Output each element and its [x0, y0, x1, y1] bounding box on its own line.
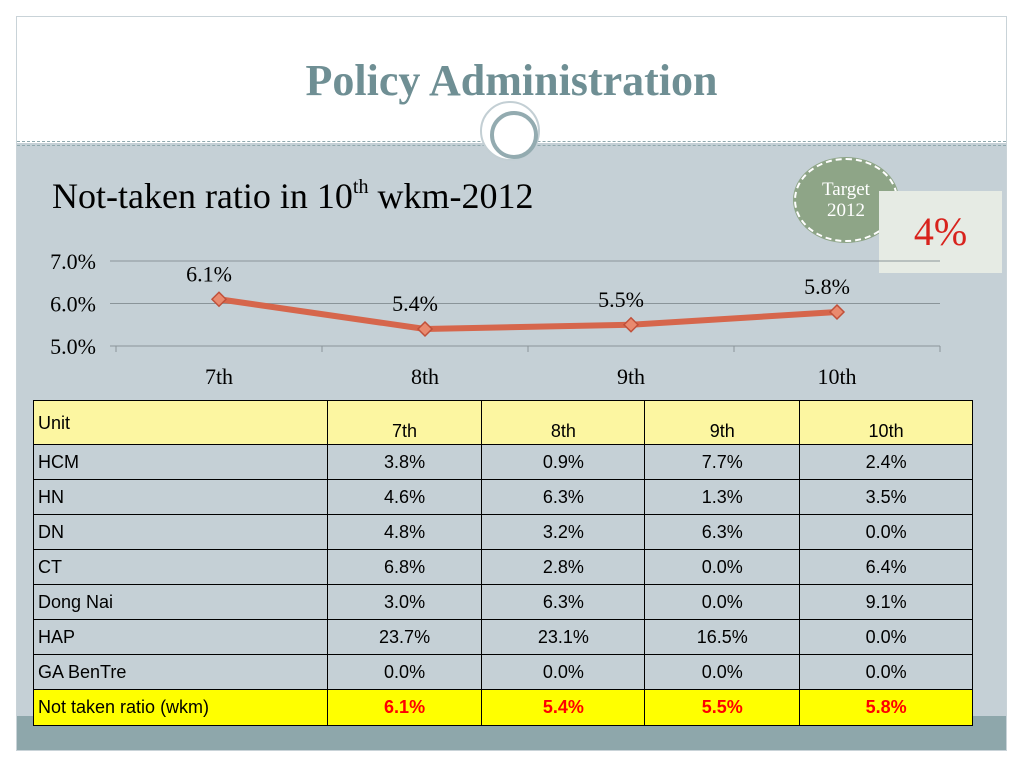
table-row: GA BenTre 0.0% 0.0% 0.0% 0.0% — [33, 654, 973, 690]
circle-ornament-icon — [480, 101, 540, 161]
value-cell: 3.2% — [481, 514, 646, 550]
x-tick-label-1: 8th — [411, 364, 439, 389]
summary-value-0: 6.1% — [326, 689, 483, 726]
value-cell: 3.5% — [799, 479, 973, 515]
value-cell: 3.0% — [326, 584, 483, 620]
x-tick-label-2: 9th — [617, 364, 645, 389]
target-value: 4% — [879, 191, 1002, 273]
value-cell: 0.0% — [799, 619, 973, 655]
header-cell-1: 8th — [481, 400, 646, 445]
unit-cell: GA BenTre — [33, 654, 328, 690]
summary-value-3: 5.8% — [799, 689, 973, 726]
value-cell: 3.8% — [326, 444, 483, 480]
header-cell-3: 10th — [799, 400, 973, 445]
value-cell: 6.4% — [799, 549, 973, 585]
value-cell: 0.0% — [799, 514, 973, 550]
value-cell: 6.3% — [481, 479, 646, 515]
data-point-0 — [210, 291, 228, 308]
value-cell: 4.8% — [326, 514, 483, 550]
x-tick-label-0: 7th — [205, 364, 233, 389]
unit-cell: HN — [33, 479, 328, 515]
line-chart: 7.0% 6.0% 5.0% 7th 8th 9th 10th 6.1% 5.4% 5.5% 5.8… — [50, 249, 941, 389]
table-row: CT 6.8% 2.8% 0.0% 6.4% — [33, 549, 973, 585]
value-cell: 0.0% — [481, 654, 646, 690]
unit-ratio-table: Unit 7th 8th 9th 10th HCM 3.8% 0.9% 7.7% 2.4% HN 4… — [33, 400, 973, 726]
value-cell: 1.3% — [644, 479, 801, 515]
value-cell: 0.0% — [644, 549, 801, 585]
value-cell: 0.0% — [644, 654, 801, 690]
unit-cell: HCM — [33, 444, 328, 480]
y-tick-label-1: 6.0% — [50, 292, 96, 317]
value-cell: 2.8% — [481, 549, 646, 585]
value-cell: 4.6% — [326, 479, 483, 515]
unit-cell: DN — [33, 514, 328, 550]
data-label-2: 5.5% — [598, 287, 644, 312]
value-cell: 9.1% — [799, 584, 973, 620]
summary-value-2: 5.5% — [644, 689, 801, 726]
header-cell-0: 7th — [326, 400, 483, 445]
value-cell: 6.3% — [481, 584, 646, 620]
value-cell: 16.5% — [644, 619, 801, 655]
value-cell: 7.7% — [644, 444, 801, 480]
value-cell: 0.0% — [644, 584, 801, 620]
subtitle-main: Not-taken ratio in 10 — [52, 176, 353, 216]
value-cell: 6.3% — [644, 514, 801, 550]
unit-cell: CT — [33, 549, 328, 585]
x-tick-label-3: 10th — [817, 364, 856, 389]
data-point-2 — [622, 316, 640, 333]
table-row: DN 4.8% 3.2% 6.3% 0.0% — [33, 514, 973, 550]
table-header-row: Unit 7th 8th 9th 10th — [33, 400, 973, 445]
header-cell-2: 9th — [644, 400, 801, 445]
table-row: HCM 3.8% 0.9% 7.7% 2.4% — [33, 444, 973, 480]
chart-subtitle: Not-taken ratio in 10th wkm-2012 — [52, 175, 533, 217]
data-label-1: 5.4% — [392, 291, 438, 316]
series-line — [218, 296, 838, 332]
data-point-1 — [416, 320, 434, 338]
data-point-3 — [828, 303, 846, 321]
table-row: HN 4.6% 6.3% 1.3% 3.5% — [33, 479, 973, 515]
subtitle-superscript: th — [352, 176, 369, 198]
value-cell: 2.4% — [799, 444, 973, 480]
slide-title: Policy Administration — [305, 56, 718, 105]
subtitle-suffix: wkm-2012 — [368, 176, 534, 216]
target-label: Target — [822, 179, 870, 200]
header-cell-unit: Unit — [33, 400, 328, 445]
table-row: HAP 23.7% 23.1% 16.5% 0.0% — [33, 619, 973, 655]
data-label-3: 5.8% — [804, 274, 850, 299]
unit-cell: HAP — [33, 619, 328, 655]
data-label-0: 6.1% — [186, 261, 232, 286]
value-cell: 0.0% — [799, 654, 973, 690]
value-cell: 23.7% — [326, 619, 483, 655]
y-tick-label-0: 7.0% — [50, 249, 96, 274]
value-cell: 6.8% — [326, 549, 483, 585]
unit-cell: Dong Nai — [33, 584, 328, 620]
target-year: 2012 — [827, 200, 865, 221]
y-tick-label-2: 5.0% — [50, 334, 96, 359]
value-cell: 0.0% — [326, 654, 483, 690]
value-cell: 0.9% — [481, 444, 646, 480]
value-cell: 23.1% — [481, 619, 646, 655]
summary-row: Not taken ratio (wkm) 6.1% 5.4% 5.5% 5.8% — [33, 689, 973, 726]
summary-value-1: 5.4% — [481, 689, 646, 726]
table-row: Dong Nai 3.0% 6.3% 0.0% 9.1% — [33, 584, 973, 620]
summary-label: Not taken ratio (wkm) — [33, 689, 328, 726]
